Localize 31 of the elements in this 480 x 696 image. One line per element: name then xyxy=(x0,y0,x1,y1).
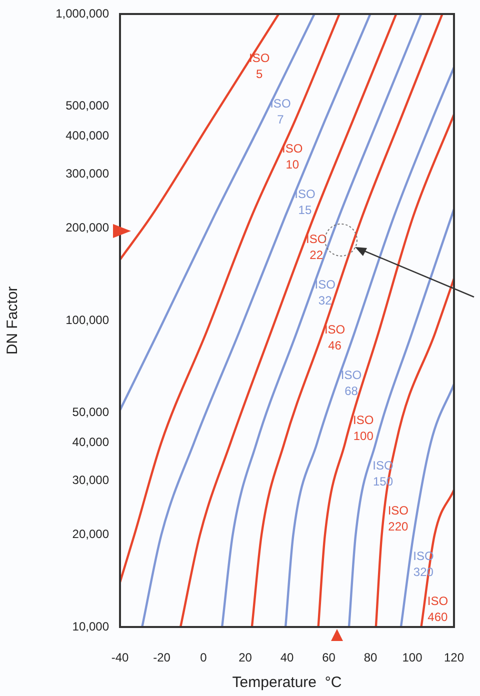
y-tick-label: 40,000 xyxy=(72,434,110,449)
y-tick-label: 10,000 xyxy=(72,619,110,634)
x-tick-label: -20 xyxy=(153,650,171,665)
line-series xyxy=(374,277,454,627)
y-tick-label: 1,000,000 xyxy=(56,6,110,20)
y-axis-title: DN Factor xyxy=(4,286,22,355)
x-tick-label: -40 xyxy=(111,650,129,665)
series-label: ISO 46 xyxy=(324,322,346,353)
y-tick-label: 200,000 xyxy=(66,220,110,235)
y-tick-label: 500,000 xyxy=(66,98,110,113)
y-tick-label: 100,000 xyxy=(66,312,110,327)
series-label: ISO 32 xyxy=(314,277,336,308)
y-tick-label: 300,000 xyxy=(66,166,110,181)
series-label: ISO 22 xyxy=(306,232,327,262)
series-label: ISO 100 xyxy=(353,413,374,444)
series-label: ISO 460 xyxy=(427,594,448,624)
x-axis-title: Temperature °C xyxy=(232,674,342,692)
line-series xyxy=(141,14,372,627)
series-label: ISO 68 xyxy=(340,368,362,398)
x-tick-label: 80 xyxy=(364,650,378,665)
series-label: ISO 220 xyxy=(388,504,409,534)
y-tick-label: 50,000 xyxy=(72,405,110,420)
y-tick-label: 30,000 xyxy=(72,473,110,488)
x-tick-label: 40 xyxy=(280,650,294,665)
y-tick-label: 20,000 xyxy=(72,527,110,542)
x-tick-label: 60 xyxy=(322,650,336,665)
x-tick-label: 100 xyxy=(402,650,423,665)
x-tick-label: 20 xyxy=(238,650,252,665)
y-tick-label: 400,000 xyxy=(66,128,110,142)
x-tick-label: 120 xyxy=(444,650,464,665)
x-tick-label: 0 xyxy=(200,650,208,665)
